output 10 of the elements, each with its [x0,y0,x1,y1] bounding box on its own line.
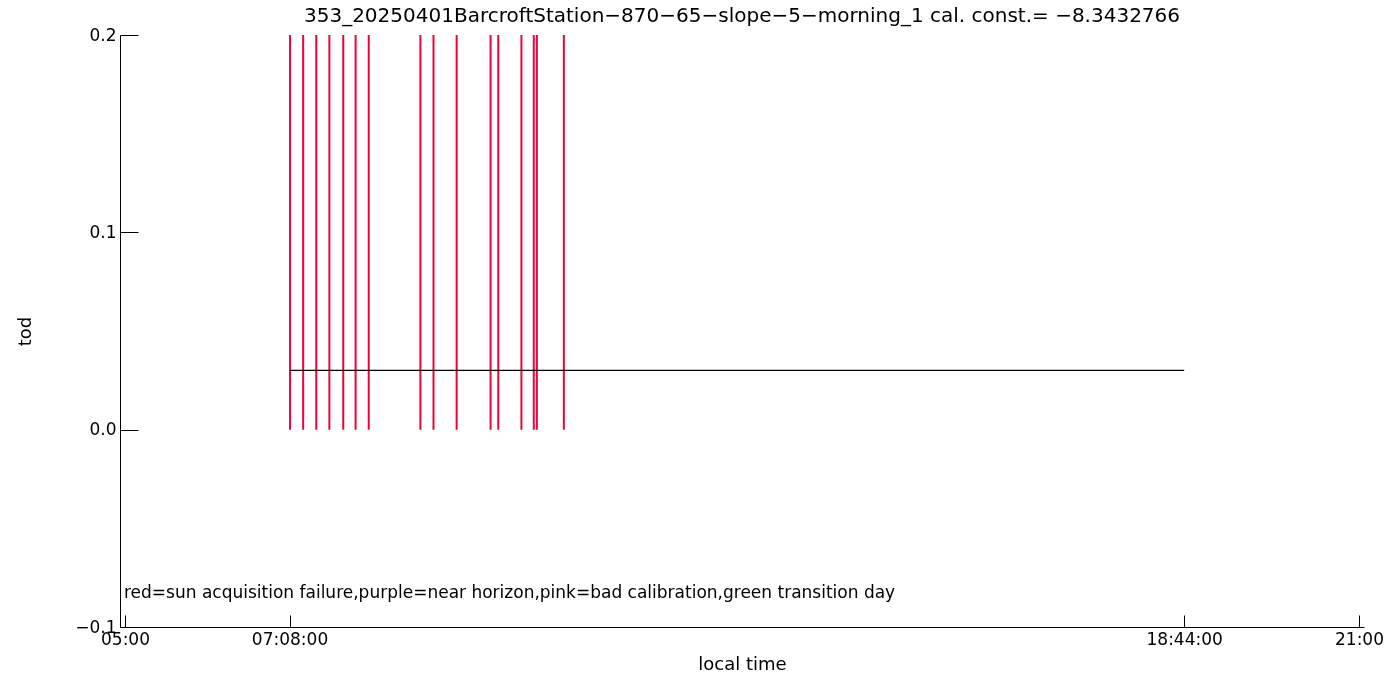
x-axis-title: local time [698,652,787,674]
y-axis-title: tod [14,316,36,347]
x-tick-label: 07:08:00 [251,628,329,649]
x-tick-label: 18:44:00 [1146,628,1223,649]
y-tick-label: 0.1 [89,221,117,242]
y-tick-label: 0.0 [89,419,117,440]
y-tick-label: 0.2 [89,24,117,45]
annotation: red=sun acquisition failure,purple=near horizon,pink=bad calibration,green transition day [124,582,896,602]
x-tick-label: 21:00 [1335,628,1384,649]
chart-title: 353_20250401BarcroftStation−870−65−slope−5−morning_1 cal. const.= −8.3432766 [302,3,1182,27]
